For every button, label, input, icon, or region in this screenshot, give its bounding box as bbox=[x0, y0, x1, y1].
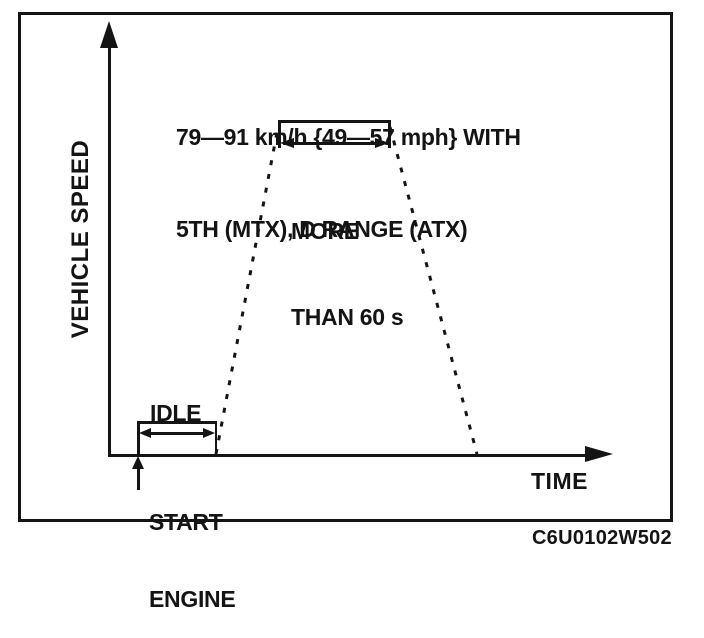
speed-profile bbox=[214, 126, 479, 455]
cruise-duration-arrow-shaft bbox=[292, 142, 377, 145]
cruise-bracket-top-line bbox=[278, 120, 391, 123]
idle-left-tick bbox=[137, 421, 140, 456]
figure-canvas: { "colors": { "ink": "#141414", "backgro… bbox=[18, 12, 673, 612]
cruise-bracket-right-tick bbox=[388, 120, 391, 148]
y-axis-line bbox=[108, 38, 111, 456]
start-engine-line2: ENGINE bbox=[149, 585, 236, 612]
x-axis-label: TIME bbox=[531, 468, 588, 494]
duration-note-line1: MORE bbox=[291, 218, 359, 244]
idle-right-tick bbox=[214, 421, 217, 456]
start-engine-arrow-icon bbox=[132, 456, 144, 469]
acceleration-dashed-line bbox=[214, 126, 280, 455]
x-axis-line bbox=[108, 454, 588, 457]
figure-code: C6U0102W502 bbox=[531, 527, 672, 549]
start-engine-note: START ENGINE bbox=[149, 459, 236, 638]
start-engine-arrow-shaft bbox=[137, 468, 140, 490]
start-engine-line1: START bbox=[149, 509, 223, 535]
idle-arrow-shaft bbox=[149, 432, 205, 435]
x-axis-arrow-icon bbox=[585, 446, 613, 462]
cruise-bracket-left-tick bbox=[278, 120, 281, 148]
duration-note-line2: THAN 60 s bbox=[291, 303, 404, 330]
idle-underline bbox=[137, 421, 217, 424]
condition-note-line1: 79—91 km/h {49—57 mph} WITH bbox=[176, 124, 521, 150]
y-axis-arrow-icon bbox=[100, 21, 118, 48]
figure-frame bbox=[18, 12, 673, 522]
idle-arrow-left-icon bbox=[139, 428, 151, 438]
duration-note: MORE THAN 60 s bbox=[291, 160, 404, 360]
deceleration-dashed-line bbox=[388, 126, 479, 455]
condition-note-line2: 5TH (MTX), D RANGE (ATX) bbox=[176, 215, 468, 242]
cruise-duration-arrow-left-icon bbox=[280, 138, 294, 148]
condition-note: 79—91 km/h {49—57 mph} WITH 5TH (MTX), D… bbox=[176, 61, 521, 275]
cruise-duration-arrow-right-icon bbox=[375, 138, 389, 148]
idle-arrow-right-icon bbox=[203, 428, 215, 438]
